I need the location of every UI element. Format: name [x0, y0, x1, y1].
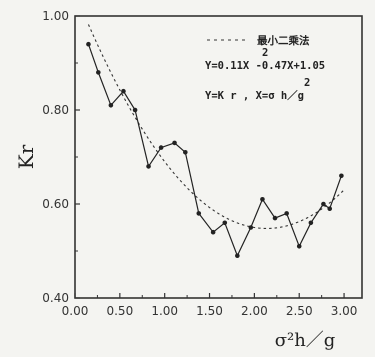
- y-tick-label: 0.40: [42, 291, 69, 305]
- data-point: [121, 88, 126, 94]
- data-point: [339, 173, 344, 179]
- y-tick-label: 0.60: [42, 197, 69, 211]
- data-point: [308, 220, 314, 226]
- legend-fit-label: 最小二乘法: [257, 34, 310, 47]
- data-point: [248, 225, 254, 230]
- data-point: [172, 140, 177, 146]
- y-tick-label: 0.80: [42, 103, 69, 117]
- x-axis-label: σ²h／g: [275, 330, 336, 351]
- data-point: [146, 164, 151, 169]
- data-point: [132, 107, 138, 113]
- x-tick-label: 2.00: [241, 304, 268, 318]
- x-tick-label: 3.00: [331, 304, 358, 318]
- data-point: [210, 229, 216, 235]
- data-point: [222, 220, 228, 226]
- x-tick-label: 1.50: [196, 304, 223, 318]
- x-tick-label: 0.50: [106, 304, 133, 318]
- legend-equation-1: Y=0.11X -0.47X+1.05: [205, 60, 325, 72]
- data-point: [260, 197, 265, 202]
- data-point: [284, 211, 289, 216]
- data-point: [183, 150, 188, 155]
- data-point: [235, 253, 240, 258]
- y-axis-label: Kr: [14, 144, 38, 169]
- legend-eq2-exponent: 2: [304, 77, 310, 89]
- data-point: [96, 70, 101, 75]
- data-point: [296, 244, 302, 249]
- data-point: [327, 206, 333, 211]
- data-series-line: [87, 44, 342, 258]
- legend-eq1-exponent: 2: [262, 47, 268, 59]
- x-tick-label: 1.00: [151, 304, 178, 318]
- legend-equation-2: Y=K r , X=σ h／g: [205, 89, 304, 102]
- y-tick-label: 1.00: [42, 9, 69, 23]
- data-point: [86, 41, 91, 47]
- data-point: [196, 211, 202, 216]
- x-tick-label: 2.50: [286, 304, 313, 318]
- x-tick-label: 0.00: [62, 304, 89, 318]
- data-point: [321, 201, 326, 207]
- plot-area: 0.00 0.50 1.00 1.50 2.00 2.50 3.00 0.40 0.60 0.80…: [14, 9, 363, 351]
- data-point: [108, 103, 114, 108]
- data-point: [272, 215, 278, 221]
- data-point: [158, 145, 164, 150]
- fit-curve: [87, 24, 345, 230]
